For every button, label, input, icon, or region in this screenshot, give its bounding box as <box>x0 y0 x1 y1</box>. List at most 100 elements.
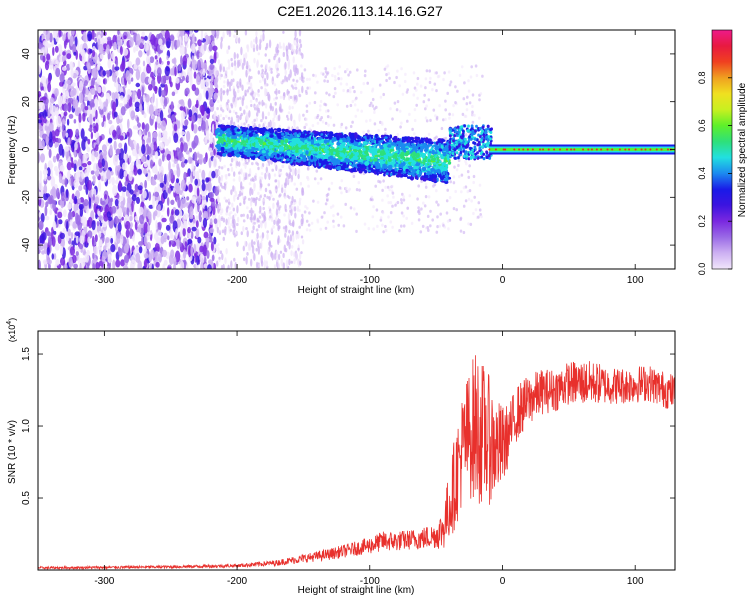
spectrogram-noise-pixel <box>301 239 305 245</box>
spectrogram-noise-pixel <box>164 156 168 161</box>
spectrogram-noise-pixel <box>42 55 46 63</box>
spectrogram-faint-pixel <box>389 201 393 205</box>
spectrogram-faint-pixel <box>422 100 426 104</box>
spectrogram-noise-pixel <box>111 205 117 214</box>
spectrogram-noise-pixel <box>55 106 59 118</box>
spectrogram-noise-pixel <box>169 230 173 239</box>
spectrogram-faint-pixel <box>384 127 387 131</box>
spectrogram-faint-pixel <box>225 181 228 185</box>
spectrogram-noise-pixel <box>178 79 184 84</box>
spectrogram-noise-pixel <box>161 89 167 98</box>
spectrogram-noise-pixel <box>253 38 256 43</box>
spectrogram-noise-pixel <box>48 263 51 269</box>
spectrogram-noise-pixel <box>160 120 167 132</box>
spectrogram-noise-pixel <box>261 232 265 239</box>
spectrogram-noise-pixel <box>96 77 101 85</box>
spectrogram-faint-pixel <box>324 121 328 125</box>
spectrogram-noise-pixel <box>287 212 291 222</box>
spectrogram-noise-pixel <box>158 57 162 65</box>
spectrogram-noise-pixel <box>268 66 271 72</box>
spectrogram-noise-pixel <box>146 154 150 161</box>
spectrogram-faint-pixel <box>267 183 271 187</box>
spectrogram-noise-pixel <box>93 245 99 256</box>
spectrogram-faint-pixel <box>286 194 290 198</box>
spectrogram-noise-pixel <box>295 252 298 262</box>
spectrogram-noise-pixel <box>205 77 210 88</box>
spectrogram-noise-pixel <box>164 30 170 42</box>
spectrogram-faint-pixel <box>268 206 271 210</box>
spectrogram-faint-pixel <box>424 77 428 81</box>
spectrogram-noise-pixel <box>141 86 145 98</box>
spectrogram-faint-pixel <box>301 79 305 83</box>
spectrogram-noise-pixel <box>172 163 176 168</box>
spectrogram-signal-pixel <box>346 138 351 142</box>
spectrogram-noise-pixel <box>236 59 240 69</box>
spectrogram-faint-pixel <box>431 218 435 222</box>
spectrogram-noise-pixel <box>203 157 207 165</box>
spectrogram-noise-pixel <box>182 142 188 153</box>
spectrogram-faint-pixel <box>402 214 405 218</box>
spectrogram-noise-pixel <box>82 257 86 268</box>
spectrogram-faint-pixel <box>228 201 231 205</box>
spectrogram-noise-pixel <box>38 138 42 150</box>
spectrogram-faint-pixel <box>225 104 228 108</box>
spectrogram-noise-pixel <box>46 246 50 256</box>
spectrogram-noise-pixel <box>262 32 265 42</box>
spectrogram-faint-pixel <box>439 212 443 216</box>
spectrogram-noise-pixel <box>252 225 255 231</box>
spectrogram-faint-pixel <box>334 91 337 95</box>
spectrogram-noise-pixel <box>54 243 60 251</box>
spectrogram-faint-pixel <box>229 163 233 167</box>
spectrogram-faint-pixel <box>263 121 267 125</box>
spectrogram-faint-pixel <box>283 213 286 217</box>
spectrogram-noise-pixel <box>78 203 84 210</box>
spectrogram-noise-pixel <box>273 219 276 225</box>
spectrogram-noise-pixel <box>242 225 245 232</box>
spectrogram-faint-pixel <box>400 211 404 215</box>
spectrogram-noise-pixel <box>196 193 202 205</box>
spectrogram-faint-pixel <box>248 173 251 177</box>
spectrogram-noise-pixel <box>211 254 215 262</box>
spectrogram-noise-pixel <box>288 172 291 177</box>
spectrogram-noise-pixel <box>190 231 194 239</box>
spectrogram-noise-pixel <box>92 46 96 51</box>
spectrogram-noise-pixel <box>91 105 96 118</box>
spectrogram-faint-pixel <box>391 225 394 229</box>
spectrogram-faint-pixel <box>416 197 419 201</box>
spectrogram-noise-pixel <box>168 160 171 173</box>
spectrogram-noise-pixel <box>108 119 113 125</box>
spectrogram-faint-pixel <box>305 228 309 232</box>
spectrogram-noise-pixel <box>142 94 146 103</box>
spectrogram-noise-pixel <box>166 197 170 206</box>
spectrogram-noise-pixel <box>68 113 74 119</box>
spectrogram-noise-pixel <box>233 52 236 60</box>
spectrogram-noise-pixel <box>182 55 188 66</box>
spectrogram-noise-pixel <box>41 232 47 241</box>
spectrogram-faint-pixel <box>272 197 275 201</box>
spectrogram-noise-pixel <box>80 49 86 57</box>
spectrogram-faint-pixel <box>349 124 353 129</box>
spectrogram-faint-pixel <box>438 224 442 228</box>
spectrogram-faint-pixel <box>367 129 370 133</box>
spectrogram-noise-pixel <box>191 33 195 45</box>
spectrogram-faint-pixel <box>429 209 432 213</box>
spectrogram-noise-pixel <box>245 256 248 265</box>
spectrogram-faint-pixel <box>360 109 364 113</box>
spectrogram-noise-pixel <box>290 260 293 264</box>
spectrogram-noise-pixel <box>258 263 261 268</box>
spectrogram-noise-pixel <box>87 30 93 42</box>
spectrogram-noise-pixel <box>106 211 111 219</box>
spectrogram-noise-pixel <box>236 205 239 214</box>
spectrogram-faint-pixel <box>452 175 456 179</box>
spectrogram-faint-pixel <box>345 82 349 86</box>
spectrogram-faint-pixel <box>470 199 473 203</box>
spectrogram-noise-pixel <box>239 114 242 121</box>
spectrogram-noise-pixel <box>75 190 80 199</box>
spectrogram-noise-pixel <box>67 101 72 113</box>
spectrogram-noise-pixel <box>184 119 189 126</box>
spectrogram-faint-pixel <box>305 77 309 81</box>
spectrogram-noise-pixel <box>273 110 276 119</box>
spectrogram-faint-pixel <box>429 76 432 80</box>
spectrogram-faint-pixel <box>431 88 434 92</box>
spectrogram-noise-pixel <box>97 56 100 68</box>
